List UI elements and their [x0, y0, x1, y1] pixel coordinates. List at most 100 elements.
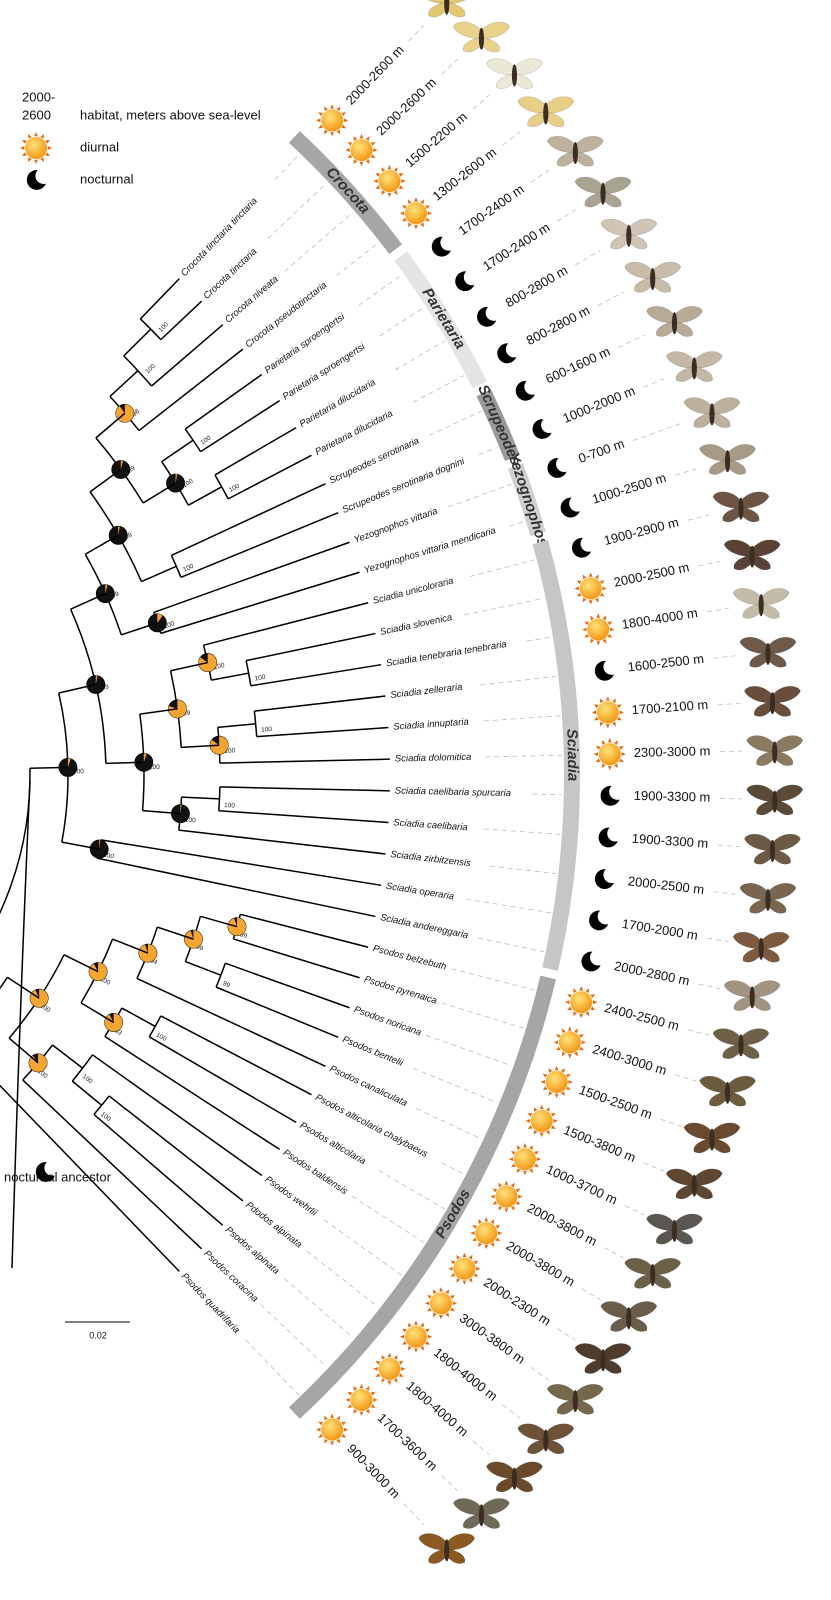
moth-image — [699, 444, 756, 475]
sun-ray — [534, 1151, 539, 1155]
sun-ray — [504, 1208, 509, 1213]
sun-ray — [567, 1006, 572, 1011]
sun-ray — [490, 1242, 495, 1248]
leader-line — [441, 1002, 525, 1029]
sun-ray — [542, 1073, 548, 1078]
sun-ray — [373, 1398, 378, 1402]
taxon-name: Psodos pyrenaica — [363, 974, 438, 1007]
sun-ray — [490, 1219, 495, 1224]
branch — [233, 938, 360, 979]
sun-ray — [407, 199, 412, 205]
sun-ray — [315, 1427, 321, 1432]
sun-ray — [347, 1391, 353, 1396]
pie-slice — [157, 613, 163, 623]
sun-ray — [420, 1345, 425, 1351]
branch-arc — [101, 1095, 110, 1106]
sun-ray — [398, 185, 404, 190]
sun-ray — [516, 1168, 521, 1174]
sun-ray — [427, 1334, 433, 1339]
moth-image — [427, 0, 466, 18]
sun-ray — [343, 1427, 349, 1432]
sun-icon — [315, 104, 349, 137]
altitude-label: 1700-2400 m — [456, 181, 527, 238]
sun-ray — [359, 1383, 364, 1389]
sun-ray — [462, 1280, 467, 1285]
sun-ray — [27, 157, 32, 162]
moth-body — [650, 1264, 656, 1287]
branch — [139, 278, 180, 320]
sun-ray — [508, 1157, 514, 1162]
altitude-label: 1300-2600 m — [430, 144, 500, 203]
sun-disc — [321, 1418, 344, 1441]
sun-ray — [426, 1307, 432, 1312]
leader-line — [472, 94, 490, 110]
moth-body — [758, 594, 764, 617]
sun-ray — [582, 627, 587, 632]
sun-ray — [420, 1322, 425, 1328]
altitude-label: 1500-2500 m — [577, 1082, 654, 1122]
branch-arc — [221, 486, 229, 500]
branch-arc — [175, 566, 182, 578]
branch — [123, 328, 152, 357]
pie-slice — [95, 675, 98, 685]
moth-body — [444, 1539, 450, 1562]
sun-icon — [19, 131, 53, 165]
support-value: 100 — [155, 1031, 168, 1043]
pie-slice — [120, 460, 124, 470]
sun-ray — [345, 148, 350, 152]
branch-arc — [10, 768, 31, 885]
sun-ray — [318, 112, 323, 117]
legend-nocturnal: nocturnal — [80, 171, 134, 186]
sun-ray — [324, 1415, 328, 1421]
leader-line — [624, 1205, 645, 1216]
moth-image — [732, 931, 790, 963]
altitude-label: 1900-3300 m — [634, 788, 711, 805]
altitude-label: 2000-2500 m — [612, 559, 690, 589]
taxon-name: Crocota niveata — [223, 274, 281, 326]
sun-ray — [565, 1000, 570, 1005]
sun-ray — [568, 1080, 573, 1084]
sun-ray — [373, 179, 378, 183]
support-value: 99 — [183, 710, 192, 718]
sun-icon — [373, 164, 406, 198]
altitude-label: 1000-2000 m — [561, 383, 638, 426]
branch — [153, 541, 350, 614]
leader-line — [448, 483, 512, 508]
moth-image — [624, 261, 681, 293]
sun-ray — [387, 192, 392, 198]
sun-ray — [476, 1266, 481, 1271]
sun-ray — [565, 1073, 571, 1078]
sun-ray — [579, 1013, 584, 1019]
support-value: 100 — [185, 817, 197, 825]
taxon-name: Sciadia innuptaria — [393, 717, 469, 733]
sun-ray — [492, 1200, 498, 1205]
sun-ray — [426, 1295, 432, 1300]
legend-range: 2000- — [22, 89, 55, 104]
sun-ray — [393, 190, 398, 196]
altitude-label: 2300-3000 m — [634, 743, 711, 760]
branch — [218, 810, 389, 824]
sun-ray — [420, 199, 425, 205]
sun-disc — [321, 109, 344, 132]
moth-body — [650, 267, 656, 290]
moth-image — [624, 1257, 681, 1289]
pie-slice — [227, 917, 246, 936]
leader-line — [698, 983, 720, 989]
moon-icon — [581, 951, 601, 972]
sun-ray — [330, 1413, 335, 1418]
altitude-label: 600-1600 m — [543, 344, 612, 387]
sun-ray — [542, 1086, 548, 1091]
altitude-label: 1700-2100 m — [631, 697, 708, 717]
support-value: 100 — [149, 764, 160, 771]
sun-ray — [324, 1438, 328, 1444]
leader-line — [713, 891, 736, 895]
sun-ray — [574, 586, 579, 591]
sun-ray — [432, 1312, 437, 1318]
clade-bar — [532, 540, 580, 971]
leader-line — [394, 340, 445, 371]
scale-label: 0.02 — [89, 1330, 107, 1340]
sun-ray — [599, 580, 605, 585]
leader-line — [429, 410, 482, 436]
sun-ray — [510, 1205, 515, 1211]
support-value: 100 — [261, 726, 273, 734]
